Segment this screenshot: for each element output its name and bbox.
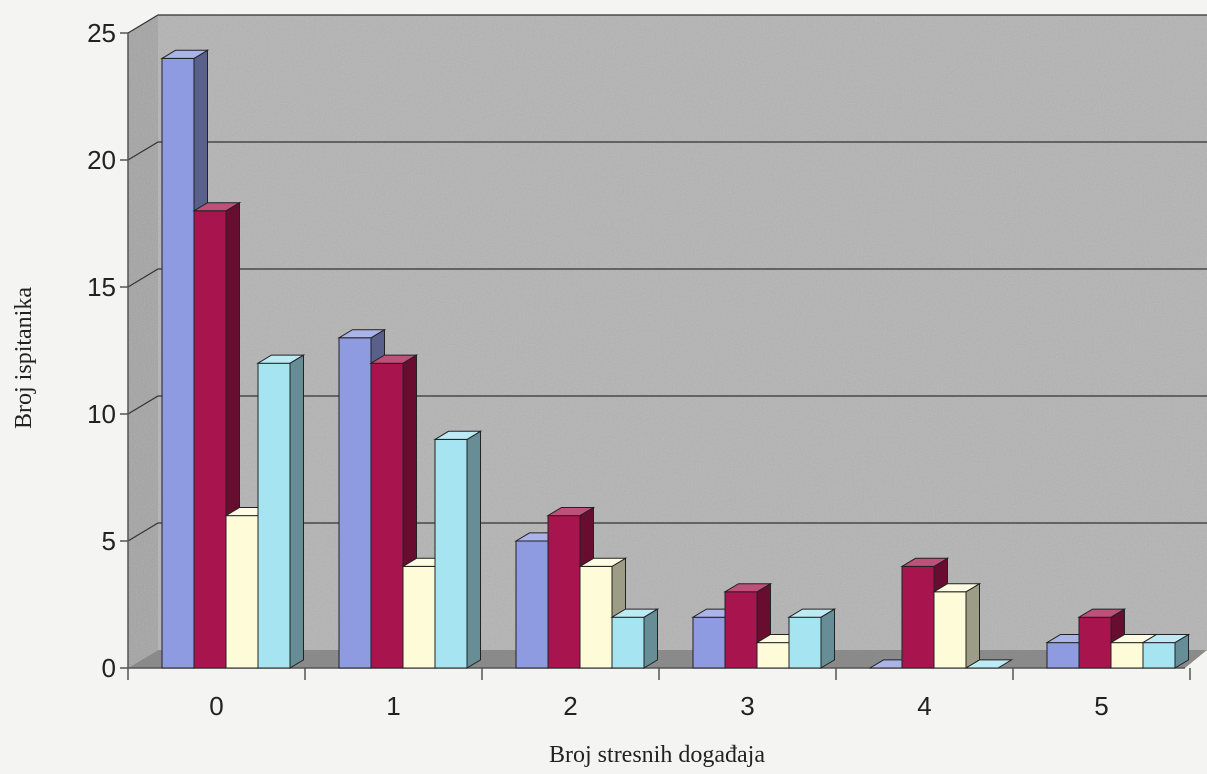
bar-top — [192, 202, 242, 212]
tick-labels: 0 5 10 15 20 25 0 1 2 3 4 5 — [87, 18, 1109, 721]
bar-front — [756, 642, 790, 669]
bar-side — [466, 430, 481, 669]
bars — [160, 49, 1191, 669]
gridline — [127, 141, 1207, 161]
bar-top — [964, 659, 1014, 669]
x-tick-label: 1 — [386, 691, 400, 721]
bar-side — [643, 608, 658, 669]
gridline — [127, 14, 1207, 34]
bar-front — [933, 591, 967, 669]
x-axis-title: Broj stresnih događaja — [549, 742, 765, 768]
bar-side — [965, 582, 980, 669]
bar-front — [193, 210, 227, 669]
bar-front — [579, 565, 613, 669]
bar-front — [225, 515, 259, 669]
bar-front — [1142, 642, 1176, 669]
bar-front — [370, 362, 404, 669]
y-tick-label: 5 — [102, 526, 116, 556]
bar — [1141, 633, 1191, 669]
bar-front — [434, 438, 468, 669]
axes — [120, 32, 1191, 680]
bar-top — [900, 557, 950, 567]
x-tick-label: 2 — [563, 691, 577, 721]
bar-top — [787, 608, 837, 618]
bar-top — [1141, 634, 1191, 644]
bar-side — [820, 608, 835, 669]
x-tick-label: 4 — [917, 691, 931, 721]
gridline — [127, 268, 1207, 288]
bar-front — [692, 616, 726, 669]
y-tick-label: 20 — [87, 145, 116, 175]
bar-front — [161, 57, 195, 669]
bar-front — [338, 337, 372, 669]
y-tick-label: 0 — [102, 653, 116, 683]
x-tick-label: 5 — [1094, 691, 1108, 721]
x-tick-label: 3 — [740, 691, 754, 721]
y-axis-title: Broj ispitanika — [11, 287, 37, 429]
gridline — [127, 522, 1207, 542]
bar-front — [515, 540, 549, 669]
side-wall — [128, 15, 158, 668]
bar-front — [1110, 642, 1144, 669]
bar-top — [578, 557, 628, 567]
back-wall — [158, 15, 1207, 650]
bar-top — [256, 354, 306, 364]
x-tick-label: 0 — [209, 691, 223, 721]
y-tick-label: 25 — [87, 18, 116, 48]
bar-top — [160, 49, 210, 59]
bar-top — [433, 430, 483, 440]
bar — [787, 608, 837, 669]
y-tick-label: 15 — [87, 272, 116, 302]
bar-front — [257, 362, 291, 669]
gridlines — [127, 14, 1207, 542]
bar-top — [932, 583, 982, 593]
bar — [192, 201, 242, 669]
bar-top — [546, 507, 596, 517]
bar — [610, 608, 660, 669]
bar-side — [289, 354, 304, 669]
bar — [256, 354, 306, 669]
bar — [433, 430, 483, 669]
bar-front — [724, 591, 758, 669]
bar-front — [788, 616, 822, 669]
bar-front — [611, 616, 645, 669]
bar-top — [1077, 608, 1127, 618]
y-tick-label: 10 — [87, 399, 116, 429]
bar-front — [1078, 616, 1112, 669]
gridline — [127, 395, 1207, 415]
bar-top — [369, 354, 419, 364]
bar-front — [901, 565, 935, 669]
bar — [964, 659, 1014, 669]
bar-front — [547, 515, 581, 669]
bar — [932, 582, 982, 669]
bar-front — [402, 565, 436, 669]
bar-top — [337, 329, 387, 339]
bar-front — [1046, 642, 1080, 669]
bar-top — [610, 608, 660, 618]
bar-top — [723, 583, 773, 593]
